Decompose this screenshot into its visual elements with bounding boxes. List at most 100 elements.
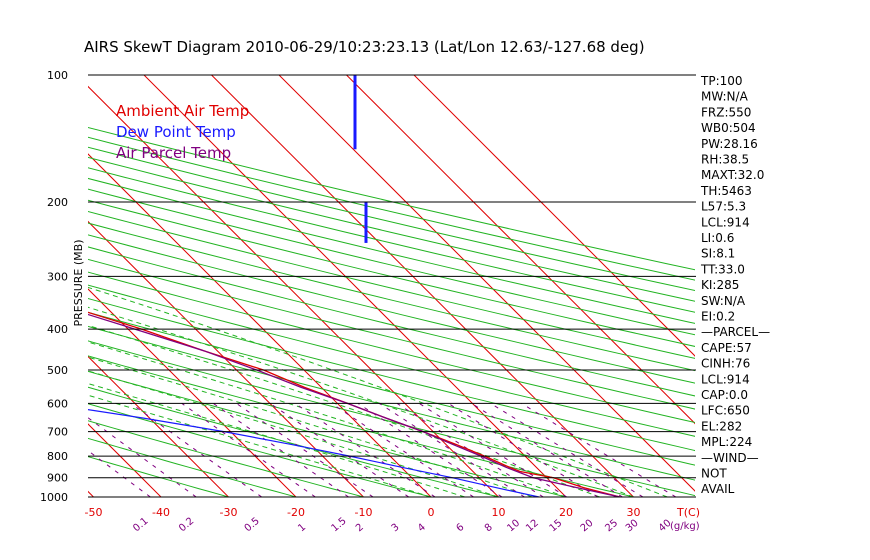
dry-adiabat-line bbox=[88, 386, 499, 497]
moist-adiabat-line bbox=[88, 383, 465, 497]
mixing-ratio-line bbox=[379, 402, 525, 497]
bottom-temp-tick-label: 20 bbox=[559, 506, 573, 519]
index-label: RH:38.5 bbox=[701, 153, 749, 167]
pressure-tick-label: 800 bbox=[47, 450, 68, 463]
dry-adiabat-line bbox=[88, 420, 364, 497]
index-label: LCL:914 bbox=[701, 215, 750, 229]
index-label: EI:0.2 bbox=[701, 310, 735, 324]
dry-adiabat-line bbox=[88, 271, 695, 424]
moist-adiabat-line bbox=[88, 356, 533, 497]
index-label: CAPE:57 bbox=[701, 341, 752, 355]
dry-adiabat-line bbox=[88, 325, 695, 481]
pressure-tick-label: 500 bbox=[47, 364, 68, 377]
dry-adiabat-line bbox=[88, 188, 695, 336]
mixing-ratio-tick-label: 8 bbox=[483, 522, 495, 535]
mixing-ratio-line bbox=[490, 402, 644, 497]
isotherm-line bbox=[88, 355, 229, 497]
profile-line bbox=[88, 313, 621, 497]
mixing-ratio-tick-label: 0.1 bbox=[131, 516, 150, 535]
dry-adiabat-line bbox=[88, 211, 695, 359]
index-label: WB0:504 bbox=[701, 121, 756, 135]
dry-adiabat-line bbox=[88, 340, 695, 497]
index-label: NOT bbox=[701, 467, 727, 481]
axes-layer: 1002003004005006007008009001000-120-110-… bbox=[40, 69, 700, 535]
index-label: LCL:914 bbox=[701, 372, 750, 386]
index-label: —WIND— bbox=[701, 451, 759, 465]
legend-item: Ambient Air Temp bbox=[116, 102, 249, 120]
profile-line bbox=[88, 311, 621, 497]
mixing-ratio-line bbox=[88, 417, 197, 497]
plot-series bbox=[88, 75, 621, 497]
dry-adiabat-line bbox=[88, 437, 297, 497]
dry-adiabat-line bbox=[88, 177, 695, 324]
index-label: EL:282 bbox=[701, 419, 742, 433]
index-label: TP:100 bbox=[700, 74, 743, 88]
mixing-ratio-tick-label: 20 bbox=[579, 518, 596, 535]
dry-adiabat-line bbox=[88, 311, 695, 466]
pressure-tick-label: 200 bbox=[47, 196, 68, 209]
dry-adiabat-line bbox=[88, 246, 695, 397]
chart-title: AIRS SkewT Diagram 2010-06-29/10:23:23.1… bbox=[84, 38, 645, 56]
mixing-ratio-line bbox=[521, 402, 677, 497]
index-label: LFC:650 bbox=[701, 404, 750, 418]
isotherm-line bbox=[88, 423, 162, 497]
isotherm-line bbox=[143, 75, 567, 497]
mixing-ratio-line bbox=[88, 450, 151, 497]
index-label: CINH:76 bbox=[701, 357, 750, 371]
index-label: MW:N/A bbox=[701, 90, 749, 104]
mixing-ratio-tick-label: 2 bbox=[354, 522, 366, 535]
dry-adiabat-line bbox=[88, 167, 695, 313]
legend-item: Air Parcel Temp bbox=[116, 144, 231, 162]
mixing-ratio-tick-label: 15 bbox=[548, 518, 565, 535]
index-label: MPL:224 bbox=[701, 435, 752, 449]
index-label: SW:N/A bbox=[701, 294, 746, 308]
bottom-temp-tick-label: -30 bbox=[220, 506, 238, 519]
pressure-tick-label: 900 bbox=[47, 472, 68, 485]
bottom-temp-tick-label: -50 bbox=[85, 506, 103, 519]
dry-adiabat-line bbox=[88, 297, 695, 452]
mixing-ratio-tick-label: 12 bbox=[524, 518, 541, 535]
mixing-ratio-tick-label: 3 bbox=[390, 522, 402, 535]
mixing-ratio-line bbox=[448, 402, 599, 497]
pressure-tick-label: 600 bbox=[47, 397, 68, 410]
mixing-ratio-tick-label: 1.5 bbox=[329, 516, 348, 535]
mixing-ratio-tick-label: 0.2 bbox=[177, 516, 196, 535]
mixing-ratio-unit-label: (g/kg) bbox=[670, 521, 700, 532]
mixing-ratio-line bbox=[418, 402, 568, 497]
pressure-tick-label: 100 bbox=[47, 69, 68, 82]
moist-adiabat-line bbox=[88, 306, 634, 497]
bottom-temp-tick-label: -10 bbox=[355, 506, 373, 519]
mixing-ratio-tick-label: 0.5 bbox=[243, 516, 262, 535]
dry-adiabat-line bbox=[88, 146, 695, 292]
mixing-ratio-tick-label: 4 bbox=[416, 522, 428, 535]
dry-adiabat-line bbox=[88, 156, 695, 302]
dry-adiabat-line bbox=[88, 403, 432, 497]
isotherm-line bbox=[346, 75, 695, 425]
mixing-ratio-line bbox=[269, 402, 410, 497]
pressure-tick-label: 300 bbox=[47, 270, 68, 283]
pressure-tick-label: 700 bbox=[47, 426, 68, 439]
legend-item: Dew Point Temp bbox=[116, 123, 236, 141]
index-label: KI:285 bbox=[701, 278, 739, 292]
index-label: MAXT:32.0 bbox=[701, 168, 764, 182]
mixing-ratio-line bbox=[331, 402, 474, 497]
index-label: SI:8.1 bbox=[701, 247, 735, 261]
mixing-ratio-line bbox=[396, 402, 544, 497]
isotherm-line bbox=[278, 75, 695, 492]
mixing-ratio-tick-label: 6 bbox=[454, 522, 466, 535]
isotherm-line bbox=[88, 288, 297, 497]
dry-adiabat-line bbox=[88, 126, 695, 271]
index-label: FRZ:550 bbox=[701, 105, 751, 119]
index-label: TH:5463 bbox=[700, 184, 752, 198]
isotherm-line bbox=[211, 75, 634, 497]
mixing-ratio-tick-label: 10 bbox=[505, 518, 522, 535]
dry-adiabat-line bbox=[88, 222, 695, 372]
mixing-ratio-tick-label: 30 bbox=[624, 518, 641, 535]
mixing-ratio-tick-label: 25 bbox=[603, 518, 620, 535]
index-label: L57:5.3 bbox=[701, 200, 746, 214]
index-label: LI:0.6 bbox=[701, 231, 734, 245]
legend: Ambient Air Temp Dew Point Temp Air Parcel… bbox=[116, 102, 249, 162]
bottom-temp-tick-label: -40 bbox=[152, 506, 170, 519]
